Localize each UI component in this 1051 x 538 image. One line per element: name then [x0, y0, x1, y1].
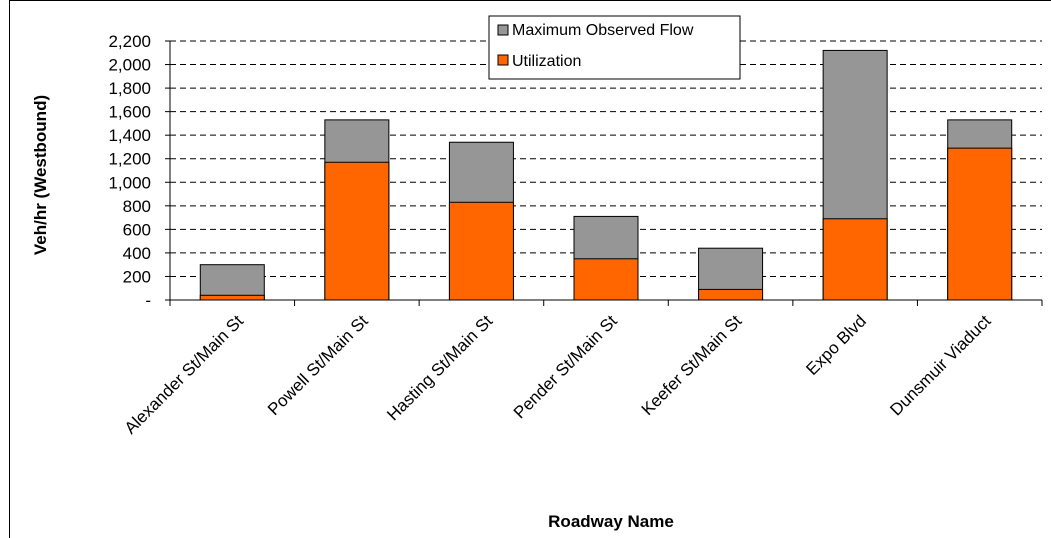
legend-label-max-flow: Maximum Observed Flow — [512, 22, 694, 39]
y-tick-label: 800 — [123, 197, 151, 216]
x-tick-label: Keefer St/Main St — [638, 311, 746, 419]
bar-utilization — [199, 294, 265, 301]
y-tick-label: 1,800 — [108, 79, 151, 98]
bar-utilization — [698, 288, 764, 301]
bar-utilization — [822, 218, 888, 301]
y-axis-title: Veh/hr (Westbound) — [31, 95, 50, 255]
bar-utilization — [324, 161, 390, 301]
y-tick-label: 1,000 — [108, 173, 151, 192]
x-tick-labels: Alexander St/Main St Powell St/Main St Has… — [121, 311, 995, 438]
x-tick-label: Powell St/Main St — [264, 311, 372, 419]
y-tick-label: - — [145, 291, 151, 310]
y-tick-label: 1,200 — [108, 150, 151, 169]
y-tick-label: 1,600 — [108, 103, 151, 122]
bar-utilization — [573, 258, 639, 301]
legend-swatch-utilization — [497, 54, 509, 66]
y-tick-label: 600 — [123, 220, 151, 239]
legend: Maximum Observed Flow Utilization — [488, 15, 741, 80]
y-tick-label: 400 — [123, 244, 151, 263]
x-tick-label: Hasting St/Main St — [383, 311, 496, 424]
bar-max-observed-flow — [199, 264, 265, 301]
bar-utilization — [448, 201, 514, 301]
x-tick-label: Alexander St/Main St — [121, 311, 248, 438]
x-tick-label: Expo Blvd — [802, 311, 870, 379]
x-tick-label: Dunsmuir Viaduct — [886, 311, 994, 419]
y-tick-label: 1,400 — [108, 126, 151, 145]
y-tick-labels: - 200 400 600 800 1,000 1,200 1,400 1,600 1,800 2,… — [108, 32, 151, 310]
legend-label-utilization: Utilization — [512, 53, 581, 70]
legend-swatch-max-flow — [497, 24, 509, 36]
bars — [199, 49, 1013, 301]
y-tick-label: 200 — [123, 267, 151, 286]
x-tick-label: Pender St/Main St — [510, 311, 621, 422]
bar-utilization — [947, 147, 1013, 301]
x-axis-title: Roadway Name — [548, 512, 674, 531]
legend-box — [488, 15, 741, 80]
y-tick-label: 2,000 — [108, 56, 151, 75]
y-tick-label: 2,200 — [108, 32, 151, 51]
axes — [165, 40, 1043, 306]
chart-frame — [9, 0, 1051, 538]
